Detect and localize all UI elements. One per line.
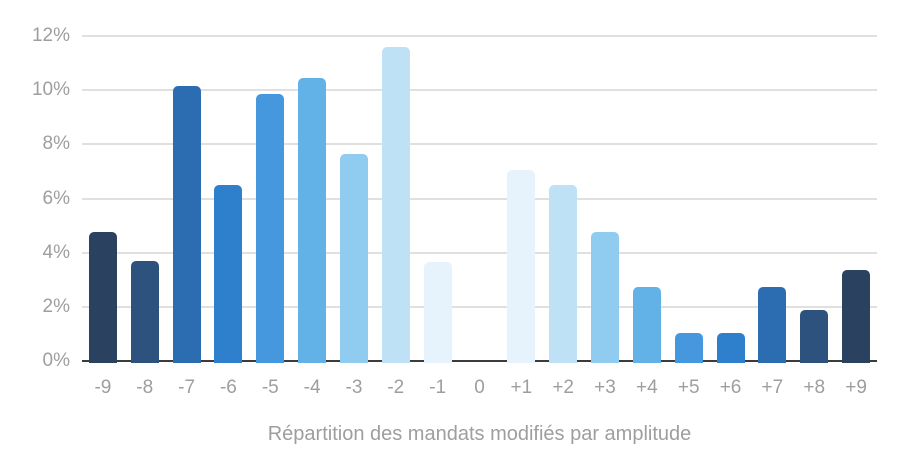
y-tick-label: 8% xyxy=(42,133,70,155)
y-tick-label: 0% xyxy=(42,350,70,371)
x-axis-line xyxy=(82,360,877,362)
x-tick-label-+6: +6 xyxy=(719,377,742,398)
bar-+5 xyxy=(674,332,703,363)
x-tick-label--2: -2 xyxy=(387,377,405,398)
x-tick-label-+9: +9 xyxy=(845,377,867,398)
bar-+8 xyxy=(800,309,829,363)
bar-+4 xyxy=(632,286,661,363)
x-tick-label-+1: +1 xyxy=(510,377,533,398)
x-tick-label-+8: +8 xyxy=(803,377,826,398)
bar-+9 xyxy=(842,270,871,363)
x-tick-label--5: -5 xyxy=(261,377,279,398)
gridline xyxy=(82,305,877,308)
bar-+7 xyxy=(758,286,787,363)
x-tick-label--1: -1 xyxy=(429,377,447,398)
bar--5 xyxy=(256,94,285,363)
x-tick-label--4: -4 xyxy=(303,377,321,398)
bar--2 xyxy=(381,46,410,363)
y-tick-label: 10% xyxy=(31,79,70,101)
bar-+3 xyxy=(591,232,620,363)
bar-+2 xyxy=(549,184,578,363)
x-tick-label-0: 0 xyxy=(474,377,485,398)
bar--3 xyxy=(339,153,368,363)
gridline xyxy=(82,35,877,37)
bar-+6 xyxy=(716,332,745,363)
y-tick-label: 6% xyxy=(42,187,70,209)
bar-+1 xyxy=(507,170,536,363)
x-tick-label-+4: +4 xyxy=(636,377,658,398)
bar--9 xyxy=(88,232,117,363)
bar--4 xyxy=(298,77,327,363)
gridline xyxy=(82,143,877,146)
chart-title: Répartition des mandats modifiés par amp… xyxy=(267,423,692,445)
x-tick-label--8: -8 xyxy=(136,377,154,398)
x-tick-label--3: -3 xyxy=(345,377,363,398)
gridline xyxy=(82,197,877,200)
bar--8 xyxy=(130,260,159,363)
gridline xyxy=(82,251,877,254)
y-tick-label: 2% xyxy=(42,295,70,317)
x-tick-label--7: -7 xyxy=(178,377,196,398)
x-tick-label-+3: +3 xyxy=(594,377,616,398)
x-tick-label--9: -9 xyxy=(94,377,112,398)
plot-area xyxy=(82,35,877,363)
x-tick-label-+2: +2 xyxy=(552,377,574,398)
x-tick-label--6: -6 xyxy=(219,377,237,398)
bar--7 xyxy=(172,86,201,363)
y-tick-label: 12% xyxy=(31,25,70,46)
bar--6 xyxy=(214,184,243,363)
x-tick-label-+5: +5 xyxy=(677,377,700,398)
y-tick-label: 4% xyxy=(42,241,70,263)
gridline xyxy=(82,89,877,92)
bar--1 xyxy=(423,262,452,363)
x-tick-label-+7: +7 xyxy=(761,377,784,398)
